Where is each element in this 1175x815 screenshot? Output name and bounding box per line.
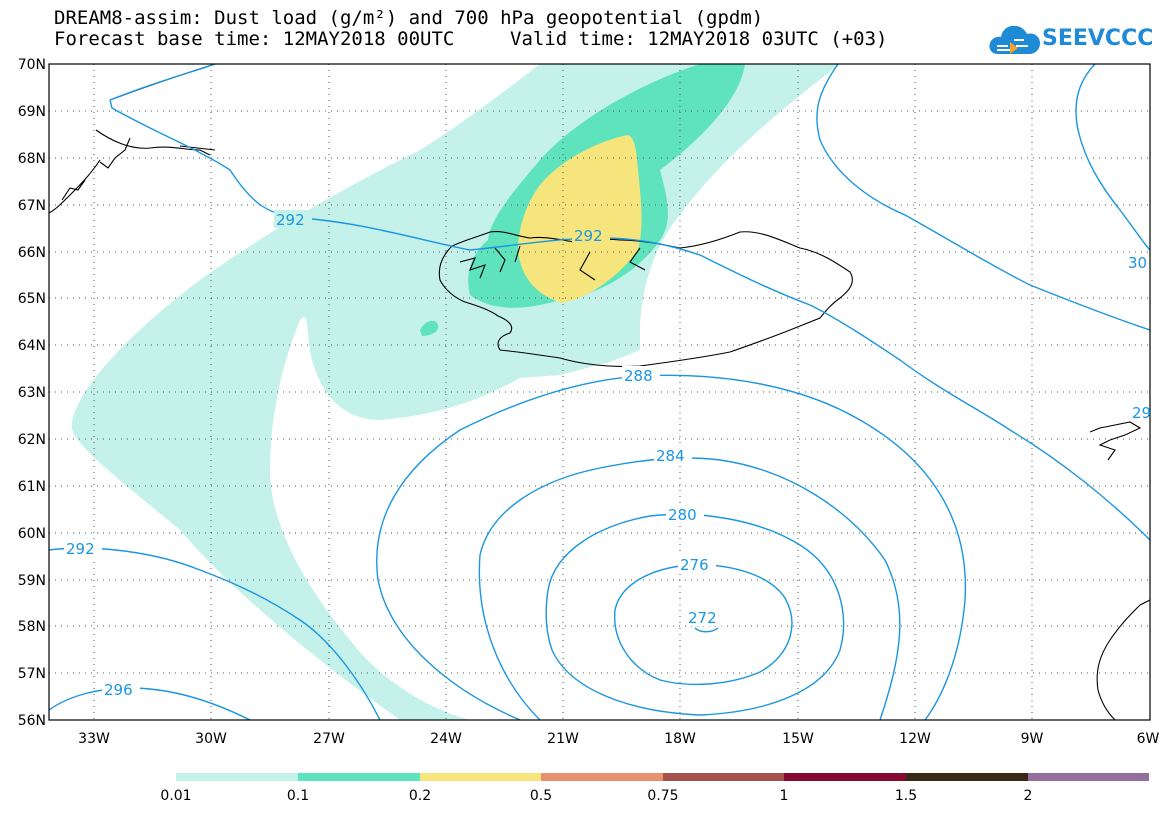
lat-label: 57N (18, 666, 46, 682)
lat-label: 70N (18, 57, 46, 73)
lat-label: 69N (18, 104, 46, 120)
contour-292-north (109, 64, 1150, 541)
lat-label: 60N (18, 526, 46, 542)
contour-296 (49, 687, 251, 720)
contour-label: 29 (1132, 404, 1151, 422)
graticule (49, 64, 1150, 720)
colorbar-swatch (176, 773, 298, 781)
valid-time: Valid time: 12MAY2018 03UTC (+03) (510, 28, 888, 50)
cloud-icon (989, 25, 1040, 54)
contour-label: 292 (66, 540, 95, 558)
colorbar-tick: 1.5 (895, 788, 917, 804)
forecast-base-time: Forecast base time: 12MAY2018 00UTC (54, 28, 455, 50)
colorbar-swatch (784, 773, 906, 781)
lat-label: 56N (18, 713, 46, 729)
contour-276 (614, 564, 793, 686)
colorbar (176, 773, 1149, 781)
lat-label: 58N (18, 619, 46, 635)
lat-label: 59N (18, 573, 46, 589)
lat-label: 67N (18, 198, 46, 214)
lon-label: 6W (1137, 731, 1160, 747)
lat-label: 61N (18, 479, 46, 495)
lat-label: 68N (18, 151, 46, 167)
contour-292-southwest (49, 547, 381, 720)
colorbar-swatch (420, 773, 541, 781)
plot-frame (48, 63, 1151, 721)
lon-label: 9W (1021, 731, 1044, 747)
contour-284 (478, 457, 901, 720)
coastline-scotland (1096, 599, 1150, 720)
contour-280 (545, 513, 845, 716)
contour-label: 276 (680, 556, 709, 574)
colorbar-tick: 0.01 (160, 788, 191, 804)
contour-label: 292 (574, 227, 603, 245)
contour-label: 280 (668, 506, 697, 524)
contour-label: 30 (1128, 254, 1147, 272)
lat-label: 62N (18, 432, 46, 448)
contour-272 (694, 627, 719, 633)
lat-label: 63N (18, 385, 46, 401)
colorbar-tick: 2 (1024, 788, 1033, 804)
contour-label: 292 (276, 211, 305, 229)
colorbar-tick: 1 (780, 788, 789, 804)
coastline-faroe (1089, 421, 1142, 461)
contour-north-east (1075, 64, 1150, 251)
colorbar-swatch (541, 773, 663, 781)
lat-label: 64N (18, 338, 46, 354)
colorbar-swatch (906, 773, 1028, 781)
lon-label: 24W (430, 731, 462, 747)
colorbar-tick: 0.75 (647, 788, 678, 804)
coastline-greenland (49, 64, 216, 214)
seevccc-logo: SEEVCCC (988, 18, 1168, 60)
contour-label: 284 (656, 447, 685, 465)
contour-30-east (816, 64, 1150, 331)
colorbar-tick: 0.1 (287, 788, 309, 804)
contour-288 (376, 374, 967, 720)
contour-label: 288 (624, 367, 653, 385)
dust-area-0.2 (518, 135, 642, 303)
chart-title: DREAM8-assim: Dust load (g/m²) and 700 h… (54, 7, 764, 29)
lat-label: 65N (18, 291, 46, 307)
lon-label: 30W (195, 731, 227, 747)
colorbar-tick: 0.5 (530, 788, 552, 804)
lon-label: 18W (664, 731, 696, 747)
lon-label: 15W (782, 731, 814, 747)
colorbar-swatch (1028, 773, 1149, 781)
dust-area-0.1-small (420, 320, 439, 336)
lon-label: 27W (313, 731, 345, 747)
colorbar-swatch (298, 773, 420, 781)
colorbar-swatch (663, 773, 784, 781)
lon-label: 12W (899, 731, 931, 747)
contour-label: 272 (688, 609, 717, 627)
colorbar-tick: 0.2 (409, 788, 431, 804)
contour-label: 296 (104, 681, 133, 699)
logo-text: SEEVCCC (1042, 26, 1154, 51)
geopotential-contours (49, 64, 1150, 720)
lon-label: 33W (78, 731, 110, 747)
chart-header: DREAM8-assim: Dust load (g/m²) and 700 h… (54, 8, 994, 50)
lat-label: 66N (18, 245, 46, 261)
lon-label: 21W (547, 731, 579, 747)
